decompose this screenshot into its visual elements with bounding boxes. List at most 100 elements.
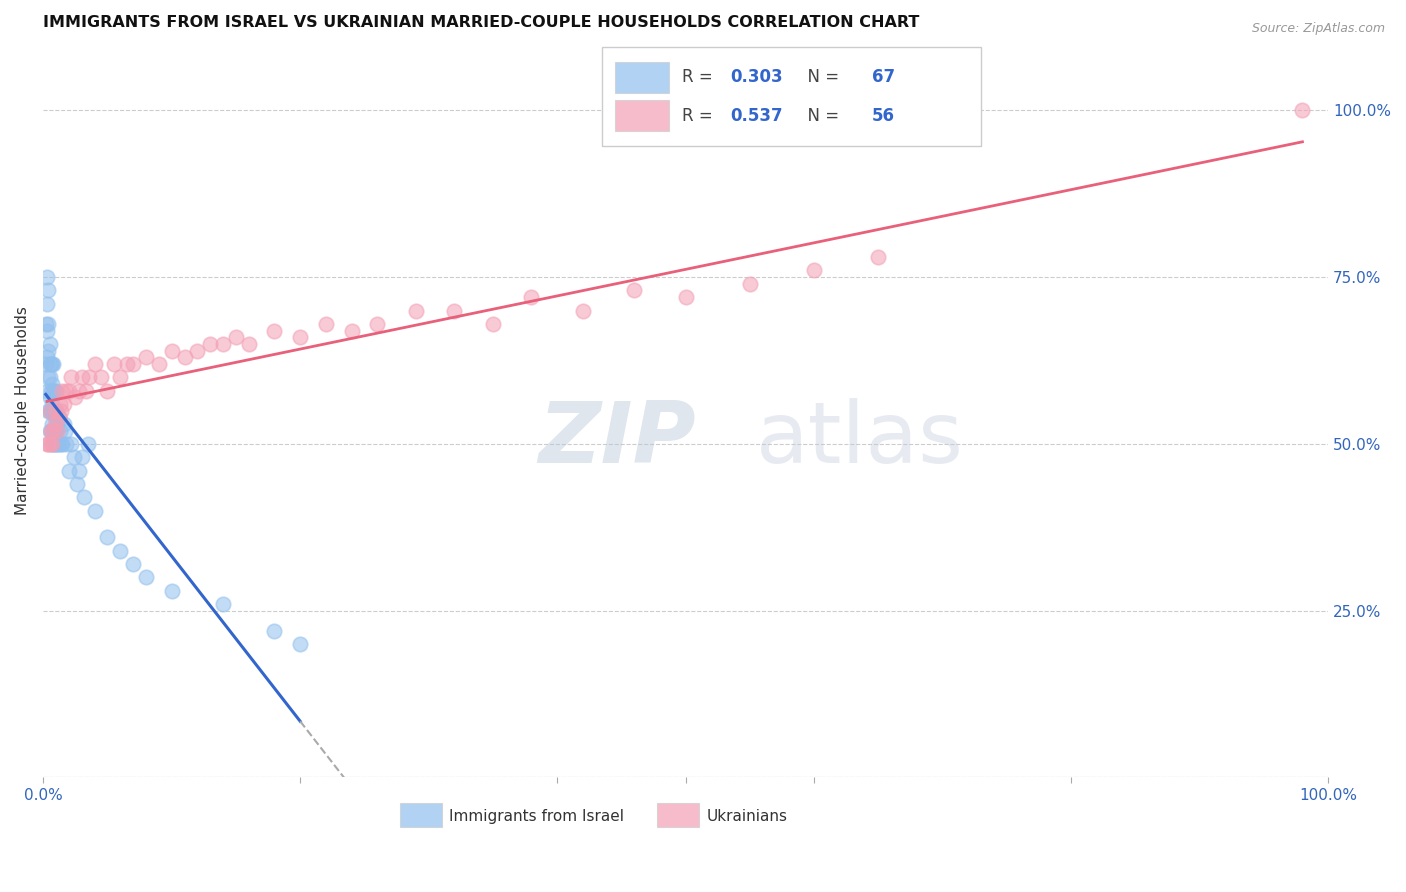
Point <box>160 343 183 358</box>
Point <box>482 317 505 331</box>
Point <box>55 384 77 398</box>
Text: 56: 56 <box>872 106 896 125</box>
Point <box>96 384 118 398</box>
Point <box>37 317 59 331</box>
Point <box>41 376 63 391</box>
Point <box>37 343 59 358</box>
Text: 67: 67 <box>872 69 896 87</box>
Point <box>38 390 60 404</box>
Point <box>35 297 58 311</box>
Point <box>35 384 58 398</box>
Point <box>315 317 337 331</box>
Point <box>45 437 67 451</box>
Point <box>38 403 60 417</box>
Point <box>42 384 65 398</box>
Point <box>868 250 890 264</box>
Point <box>35 324 58 338</box>
Point <box>60 437 83 451</box>
Point <box>290 330 312 344</box>
Point <box>148 357 170 371</box>
Point <box>122 557 145 571</box>
Point <box>135 570 157 584</box>
Text: atlas: atlas <box>756 399 965 482</box>
Point <box>75 384 97 398</box>
Point <box>39 424 62 438</box>
Point <box>42 403 65 417</box>
Point <box>83 357 105 371</box>
Point <box>38 357 60 371</box>
Point <box>51 437 73 451</box>
Point <box>79 370 101 384</box>
Point <box>39 403 62 417</box>
Point <box>38 403 60 417</box>
Point <box>41 397 63 411</box>
Point <box>51 403 73 417</box>
Point <box>263 624 285 638</box>
Point <box>45 384 67 398</box>
Point <box>51 437 73 451</box>
Point <box>443 303 465 318</box>
Point <box>42 424 65 438</box>
Point <box>45 403 67 417</box>
Point <box>73 490 96 504</box>
Text: 0.303: 0.303 <box>731 69 783 87</box>
Point <box>44 417 66 431</box>
Point <box>42 357 65 371</box>
Point <box>38 336 60 351</box>
Point <box>46 424 69 438</box>
Point <box>44 424 66 438</box>
Point <box>35 317 58 331</box>
Point <box>110 543 132 558</box>
Text: 0.537: 0.537 <box>731 106 783 125</box>
Point <box>41 437 63 451</box>
Point <box>238 336 260 351</box>
Point <box>83 503 105 517</box>
Point <box>77 437 100 451</box>
Point <box>623 284 645 298</box>
Text: R =: R = <box>682 69 718 87</box>
Point <box>39 357 62 371</box>
Point <box>49 397 72 411</box>
Point <box>41 357 63 371</box>
Point <box>37 284 59 298</box>
Text: IMMIGRANTS FROM ISRAEL VS UKRAINIAN MARRIED-COUPLE HOUSEHOLDS CORRELATION CHART: IMMIGRANTS FROM ISRAEL VS UKRAINIAN MARR… <box>44 15 920 30</box>
Point <box>290 637 312 651</box>
Point <box>38 437 60 451</box>
Point <box>212 597 235 611</box>
Point <box>35 437 58 451</box>
Point <box>65 477 87 491</box>
Point <box>263 324 285 338</box>
Point <box>35 350 58 364</box>
Text: Immigrants from Israel: Immigrants from Israel <box>450 809 624 824</box>
FancyBboxPatch shape <box>401 803 441 827</box>
Text: ZIP: ZIP <box>538 399 696 482</box>
FancyBboxPatch shape <box>658 803 699 827</box>
Point <box>70 450 93 465</box>
Y-axis label: Married-couple Households: Married-couple Households <box>15 306 30 515</box>
Point <box>90 370 112 384</box>
Text: N =: N = <box>797 69 845 87</box>
Point <box>186 343 208 358</box>
Point <box>115 357 138 371</box>
Point <box>49 424 72 438</box>
Point <box>225 330 247 344</box>
Point <box>520 290 543 304</box>
Point <box>46 437 69 451</box>
Point <box>41 417 63 431</box>
Text: Source: ZipAtlas.com: Source: ZipAtlas.com <box>1251 22 1385 36</box>
Point <box>212 336 235 351</box>
Point <box>41 437 63 451</box>
Point <box>37 370 59 384</box>
Point <box>44 410 66 425</box>
Point <box>37 437 59 451</box>
Point <box>37 403 59 417</box>
Point <box>38 370 60 384</box>
Point <box>42 424 65 438</box>
FancyBboxPatch shape <box>602 47 981 146</box>
Point <box>1291 103 1313 118</box>
Point <box>340 324 363 338</box>
Point <box>39 424 62 438</box>
Point <box>53 424 76 438</box>
Point <box>35 357 58 371</box>
Point <box>48 410 70 425</box>
